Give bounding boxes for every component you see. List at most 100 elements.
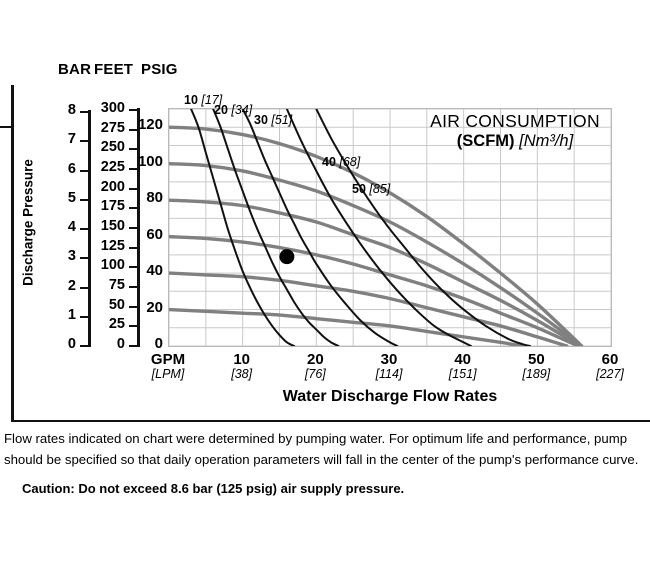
feet-tick-mark-0	[129, 345, 137, 347]
x-tick-60: 60 [227]	[575, 352, 645, 382]
bar-tick-1: 1	[67, 306, 76, 323]
callout-nm3h-value: [51]	[267, 113, 293, 127]
callout-20-scfm: 20 [34]	[214, 103, 252, 117]
caution-note-text: Caution: Do not exceed 8.6 bar (125 psig…	[22, 481, 405, 496]
x-tick-secondary: [38]	[231, 366, 253, 381]
axis-header-bar: BAR	[58, 61, 92, 78]
callout-30-scfm: 30 [51]	[254, 113, 292, 127]
feet-tick-150: 150	[100, 218, 125, 234]
legend-title-line1: AIR CONSUMPTION	[430, 111, 600, 131]
x-tick-primary: 30	[380, 351, 398, 368]
bar-tick-2: 2	[67, 277, 76, 294]
callout-scfm-value: 10	[184, 93, 198, 107]
page-border-bottom	[11, 420, 650, 422]
x-tick-GPM: GPM [LPM]	[133, 352, 203, 382]
x-tick-primary: 50	[527, 351, 545, 368]
callout-scfm-value: 20	[214, 103, 228, 117]
callout-scfm-value: 50	[352, 182, 366, 196]
callout-nm3h-value: [68]	[335, 155, 361, 169]
operating-point-dot	[279, 249, 295, 265]
x-tick-30: 30 [114]	[354, 352, 424, 382]
performance-chart-plot-area	[168, 108, 612, 347]
y-axis-title: Discharge Pressure	[20, 159, 36, 286]
bar-tick-3: 3	[67, 248, 76, 265]
callout-10-scfm: 10 [17]	[184, 93, 222, 107]
feet-tick-200: 200	[100, 178, 125, 195]
x-tick-20: 20 [76]	[280, 352, 350, 382]
feet-tick-mark-25	[129, 325, 137, 328]
psig-tick-60: 60	[146, 225, 163, 243]
air-consumption-curve-50scfm	[315, 109, 531, 346]
bar-tick-mark-1	[80, 315, 88, 318]
bar-tick-8: 8	[67, 102, 76, 118]
callout-scfm-value: 40	[322, 155, 336, 169]
x-tick-primary: 10	[233, 351, 250, 368]
feet-tick-mark-50	[129, 305, 137, 308]
bar-tick-mark-4	[80, 228, 88, 230]
callout-nm3h-value: [85]	[365, 182, 391, 196]
x-tick-secondary: [189]	[522, 366, 551, 381]
feet-tick-mark-300	[129, 109, 137, 111]
feet-tick-225: 225	[100, 159, 125, 175]
air-consumption-curve-10scfm	[190, 109, 296, 346]
x-tick-secondary: [114]	[375, 366, 403, 381]
air-supply-pressure-curves	[169, 125, 584, 346]
air-consumption-curve-30scfm	[241, 109, 399, 346]
feet-tick-275: 275	[100, 119, 125, 136]
feet-tick-mark-275	[129, 128, 137, 131]
axis-unit-headers: BAR FEET PSIG	[48, 61, 188, 81]
air-supply-curve-60psig	[169, 234, 584, 346]
psig-tick-20: 20	[146, 298, 163, 316]
callout-50-scfm: 50 [85]	[352, 182, 390, 196]
bar-tick-mark-0	[80, 345, 88, 347]
air-consumption-curves	[190, 109, 531, 346]
psig-tick-0: 0	[154, 335, 163, 352]
feet-tick-250: 250	[100, 139, 125, 156]
callout-nm3h-value: [17]	[197, 93, 223, 107]
bar-tick-mark-6	[80, 169, 88, 172]
x-tick-50: 50 [189]	[501, 352, 571, 382]
bar-tick-4: 4	[67, 219, 76, 235]
bar-tick-5: 5	[67, 189, 76, 206]
x-tick-primary: GPM	[150, 351, 186, 368]
air-supply-curve-100psig	[169, 161, 584, 346]
feet-tick-0: 0	[116, 336, 125, 352]
psig-tick-80: 80	[146, 189, 163, 207]
page-border-tick	[0, 126, 12, 128]
x-tick-secondary: [LPM]	[151, 366, 185, 381]
x-tick-secondary: [151]	[448, 366, 477, 381]
x-tick-secondary: [227]	[596, 366, 624, 381]
callout-scfm-value: 30	[254, 113, 268, 127]
psig-tick-120: 120	[137, 116, 163, 134]
air-consumption-legend-title: AIR CONSUMPTION (SCFM) [Nm³/h]	[425, 111, 605, 150]
air-supply-curve-120psig	[169, 125, 584, 346]
axis-header-psig: PSIG	[141, 61, 178, 78]
feet-tick-mark-225	[129, 168, 137, 170]
callout-40-scfm: 40 [68]	[322, 155, 360, 169]
air-supply-curve-20psig	[169, 307, 525, 346]
operating-point-marker	[279, 249, 295, 265]
x-tick-primary: 40	[454, 351, 471, 368]
bar-tick-mark-2	[80, 286, 88, 289]
bar-tick-mark-8	[80, 111, 88, 113]
feet-tick-175: 175	[100, 198, 125, 215]
feet-tick-50: 50	[108, 296, 125, 313]
feet-tick-100: 100	[100, 257, 125, 274]
air-consumption-curve-40scfm	[285, 109, 473, 346]
feet-tick-mark-250	[129, 148, 137, 151]
bar-tick-mark-7	[80, 140, 88, 143]
psig-tick-100: 100	[137, 152, 163, 170]
feet-tick-300: 300	[100, 100, 125, 116]
air-consumption-curve-20scfm	[212, 109, 340, 346]
legend-unit-nm3h: [Nm³/h]	[519, 131, 574, 150]
x-tick-primary: 20	[306, 351, 324, 368]
feet-tick-75: 75	[108, 277, 125, 293]
feet-tick-25: 25	[108, 316, 125, 333]
axis-header-feet: FEET	[94, 61, 134, 78]
feet-axis-rail	[137, 108, 140, 347]
bar-tick-7: 7	[67, 131, 76, 148]
callout-nm3h-value: [34]	[227, 103, 253, 117]
x-axis-title: Water Discharge Flow Rates	[282, 388, 498, 405]
air-supply-curve-40psig	[169, 271, 569, 346]
x-tick-40: 40 [151]	[428, 352, 498, 382]
